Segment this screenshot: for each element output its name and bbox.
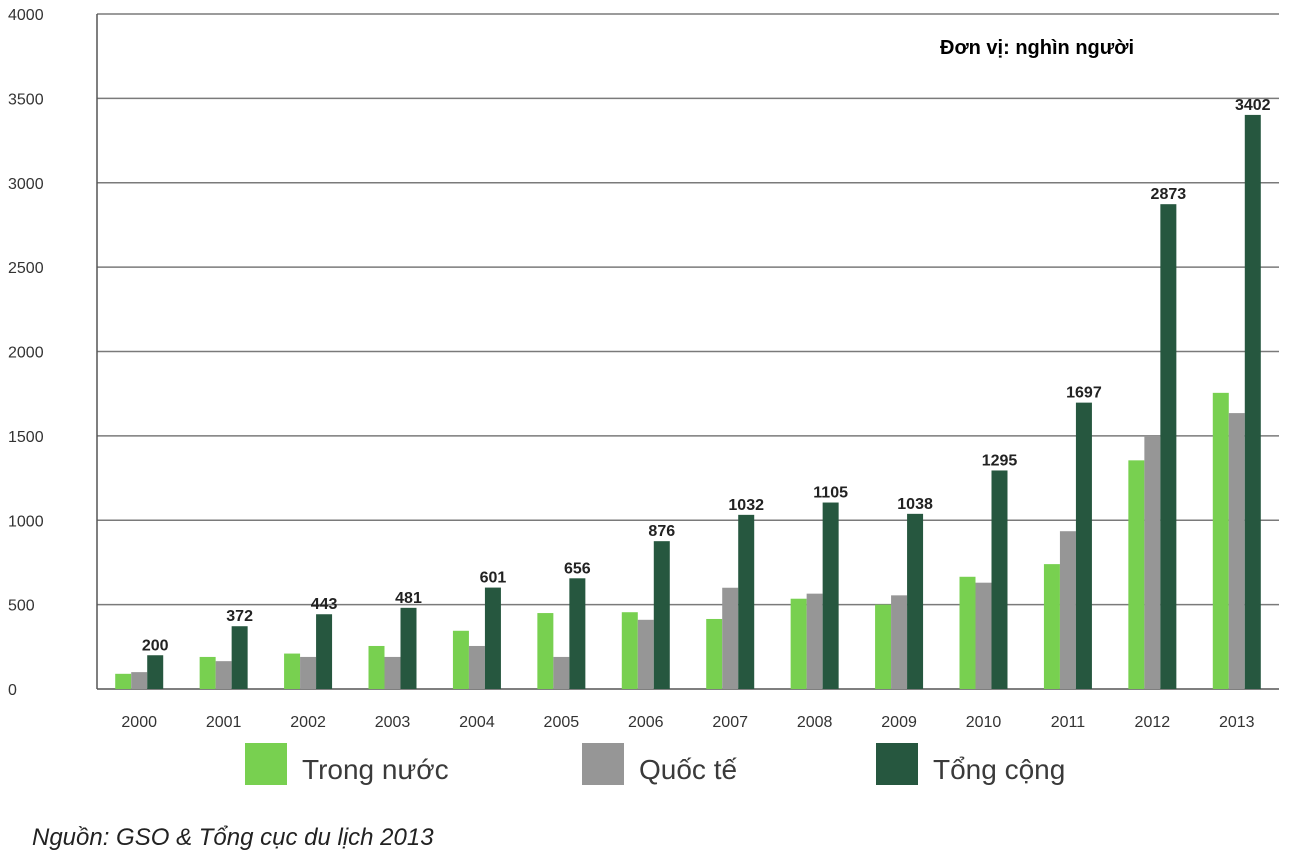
- data-label: 1697: [1066, 385, 1102, 402]
- bar-quốc-tế: [975, 582, 992, 689]
- x-tick-label: 2004: [459, 714, 495, 731]
- bar-trong-nước: [537, 613, 554, 689]
- data-label: 656: [564, 560, 591, 577]
- data-label: 481: [395, 590, 422, 607]
- data-label: 1295: [982, 452, 1018, 469]
- bar-tổng-cộng: [738, 514, 755, 689]
- bar-tổng-cộng: [231, 626, 248, 689]
- bar-trong-nước: [706, 618, 723, 689]
- x-tick-label: 2007: [712, 714, 748, 731]
- bar-quốc-tế: [1059, 531, 1076, 689]
- bar-quốc-tế: [722, 587, 739, 689]
- bar-tổng-cộng: [1075, 402, 1092, 689]
- bar-quốc-tế: [215, 661, 232, 689]
- data-label: 1032: [728, 497, 764, 514]
- y-tick-label: 500: [8, 598, 35, 615]
- x-tick-label: 2012: [1135, 714, 1171, 731]
- data-label: 876: [648, 523, 675, 540]
- data-label: 2873: [1151, 186, 1187, 203]
- data-label: 601: [480, 570, 507, 587]
- x-tick-label: 2008: [797, 714, 833, 731]
- bars: [115, 114, 1261, 690]
- bar-tổng-cộng: [1244, 114, 1261, 690]
- bar-quốc-tế: [553, 656, 570, 689]
- legend-swatch: [245, 743, 287, 785]
- data-label: 200: [142, 637, 169, 654]
- bar-trong-nước: [368, 645, 385, 689]
- legend-item: Trong nước: [245, 743, 449, 785]
- x-axis-ticks: 2000 2001 2002 2003 2004 2005 2006 2007 2008 2009…: [121, 714, 1254, 731]
- x-tick-label: 2002: [290, 714, 326, 731]
- bar-trong-nước: [875, 604, 892, 689]
- x-tick-label: 2010: [966, 714, 1002, 731]
- bar-tổng-cộng: [907, 513, 924, 689]
- bar-quốc-tế: [1228, 413, 1245, 689]
- bar-tổng-cộng: [484, 587, 501, 689]
- y-tick-label: 3000: [8, 176, 44, 193]
- bar-trong-nước: [790, 598, 807, 689]
- x-tick-label: 2013: [1219, 714, 1255, 731]
- bar-trong-nước: [452, 630, 469, 689]
- bar-trong-nước: [199, 656, 216, 689]
- bar-tổng-cộng: [822, 502, 839, 689]
- gridlines: [97, 13, 1279, 606]
- data-label: 443: [311, 596, 338, 613]
- legend-item: Quốc tế: [582, 743, 737, 785]
- x-tick-label: 2005: [544, 714, 580, 731]
- y-tick-label: 2500: [8, 260, 44, 277]
- bar-trong-nước: [621, 612, 638, 689]
- bar-quốc-tế: [131, 672, 148, 689]
- y-tick-label: 2000: [8, 345, 44, 362]
- bar-quốc-tế: [637, 619, 654, 689]
- bar-tổng-cộng: [1160, 204, 1177, 689]
- legend-item: Tổng cộng: [876, 743, 1065, 785]
- bar-tổng-cộng: [653, 541, 670, 689]
- y-tick-label: 4000: [8, 7, 44, 24]
- bar-quốc-tế: [384, 656, 401, 689]
- y-tick-label: 3500: [8, 91, 44, 108]
- bar-tổng-cộng: [991, 470, 1008, 689]
- bar-quốc-tế: [891, 595, 908, 689]
- x-tick-label: 2000: [121, 714, 157, 731]
- legend-label: Trong nước: [302, 754, 449, 785]
- y-tick-label: 1500: [8, 429, 44, 446]
- bar-trong-nước: [115, 673, 132, 689]
- source-note: Nguồn: GSO & Tổng cục du lịch 2013: [32, 824, 434, 851]
- x-tick-label: 2009: [881, 714, 917, 731]
- bar-trong-nước: [959, 576, 976, 689]
- y-axis-ticks: 0 500 1000 1500 2000 2500 3000 3500 4000: [8, 7, 44, 699]
- bar-trong-nước: [1212, 392, 1229, 689]
- legend-label: Quốc tế: [639, 754, 737, 785]
- bar-trong-nước: [284, 653, 301, 689]
- unit-note: Đơn vị: nghìn người: [940, 37, 1134, 59]
- bar-tổng-cộng: [400, 607, 417, 689]
- data-label: 1105: [813, 485, 848, 502]
- bar-trong-nước: [1043, 564, 1060, 689]
- x-tick-label: 2006: [628, 714, 664, 731]
- bar-quốc-tế: [468, 645, 485, 689]
- bar-quốc-tế: [806, 593, 823, 689]
- x-tick-label: 2011: [1051, 714, 1086, 731]
- bar-tổng-cộng: [316, 614, 333, 689]
- y-tick-label: 0: [8, 682, 17, 699]
- legend-label: Tổng cộng: [933, 754, 1065, 785]
- x-tick-label: 2003: [375, 714, 411, 731]
- legend-swatch: [876, 743, 918, 785]
- data-label: 1038: [897, 496, 933, 513]
- legend: Trong nước Quốc tế Tổng cộng: [245, 743, 1065, 785]
- data-label: 372: [226, 608, 253, 625]
- bar-tổng-cộng: [147, 655, 164, 689]
- x-tick-label: 2001: [206, 714, 242, 731]
- data-label: 3402: [1235, 97, 1271, 114]
- bar-quốc-tế: [1144, 435, 1161, 689]
- bar-tổng-cộng: [569, 578, 586, 689]
- y-tick-label: 1000: [8, 513, 44, 530]
- legend-swatch: [582, 743, 624, 785]
- data-labels: 200 372 443 481 601 656 876 1032 1105 1038 1295 169…: [142, 97, 1271, 654]
- bar-trong-nước: [1128, 460, 1145, 689]
- bar-quốc-tế: [300, 656, 317, 689]
